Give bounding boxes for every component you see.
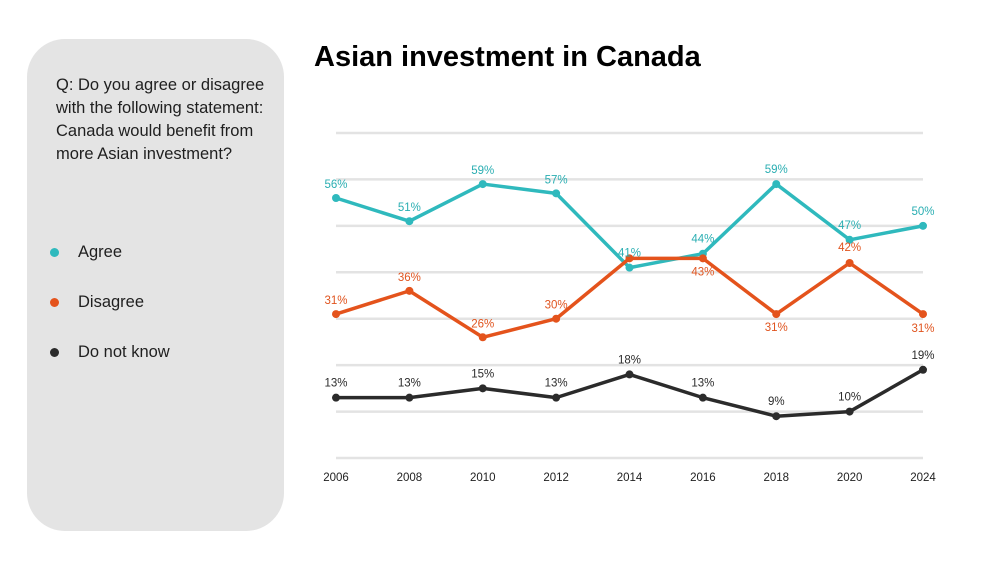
data-point bbox=[845, 259, 854, 267]
data-label: 9% bbox=[768, 396, 785, 408]
data-point bbox=[478, 384, 487, 393]
data-label: 31% bbox=[324, 295, 347, 307]
data-point bbox=[919, 221, 927, 230]
x-tick-label: 2024 bbox=[910, 472, 936, 484]
chart-title: Asian investment in Canada bbox=[314, 41, 701, 73]
data-label: 19% bbox=[911, 350, 934, 362]
data-point bbox=[478, 333, 487, 342]
data-point bbox=[772, 310, 781, 319]
data-label: 10% bbox=[838, 392, 861, 404]
data-label: 56% bbox=[324, 179, 347, 191]
data-point bbox=[625, 263, 634, 272]
data-label: 50% bbox=[911, 206, 934, 218]
x-tick-label: 2012 bbox=[543, 472, 569, 484]
data-point bbox=[332, 310, 340, 319]
data-point bbox=[405, 286, 414, 295]
data-point bbox=[332, 393, 340, 402]
data-label: 31% bbox=[911, 323, 934, 335]
data-label: 13% bbox=[691, 378, 714, 390]
question-panel bbox=[27, 39, 284, 531]
data-label: 13% bbox=[398, 378, 421, 390]
legend-item-disagree: Disagree bbox=[48, 290, 170, 314]
data-point bbox=[552, 314, 561, 323]
data-point bbox=[698, 254, 707, 263]
data-point bbox=[405, 217, 414, 226]
data-label: 18% bbox=[618, 354, 641, 366]
data-point bbox=[845, 407, 854, 416]
legend-dot-agree-icon bbox=[50, 247, 59, 257]
data-label: 13% bbox=[545, 378, 568, 390]
data-point bbox=[552, 189, 561, 198]
data-point bbox=[772, 412, 781, 421]
data-label: 51% bbox=[398, 202, 421, 214]
data-label: 44% bbox=[691, 234, 714, 246]
legend-item-do-not-know: Do not know bbox=[48, 340, 170, 364]
legend-dot-do-not-know-icon bbox=[50, 347, 59, 357]
data-point bbox=[552, 393, 561, 402]
data-label: 30% bbox=[545, 300, 568, 312]
legend-item-agree: Agree bbox=[48, 240, 170, 264]
data-label: 57% bbox=[545, 174, 568, 186]
data-point bbox=[405, 393, 414, 402]
question-text: Q: Do you agree or disagree with the fol… bbox=[56, 76, 265, 163]
data-label: 59% bbox=[471, 165, 494, 177]
data-label: 31% bbox=[765, 322, 788, 334]
data-label: 59% bbox=[765, 164, 788, 176]
data-point bbox=[919, 365, 927, 374]
x-tick-label: 2006 bbox=[323, 472, 349, 484]
data-point bbox=[332, 194, 340, 202]
data-label: 15% bbox=[471, 368, 494, 380]
data-point bbox=[625, 254, 634, 263]
legend-label-disagree: Disagree bbox=[78, 292, 145, 311]
x-tick-label: 2020 bbox=[837, 472, 863, 484]
legend-dot-disagree-icon bbox=[50, 297, 59, 307]
data-label: 26% bbox=[471, 318, 494, 330]
x-tick-label: 2014 bbox=[617, 472, 643, 484]
legend: Agree Disagree Do not know bbox=[48, 240, 170, 390]
legend-label-do-not-know: Do not know bbox=[78, 342, 170, 361]
data-label: 13% bbox=[324, 378, 347, 390]
x-tick-label: 2008 bbox=[397, 472, 423, 484]
x-tick-label: 2010 bbox=[470, 472, 496, 484]
data-point bbox=[772, 180, 781, 189]
data-point bbox=[698, 393, 707, 402]
data-label: 36% bbox=[398, 272, 421, 284]
data-point bbox=[845, 235, 854, 244]
data-label: 47% bbox=[838, 220, 861, 232]
data-point bbox=[919, 310, 927, 319]
x-tick-label: 2016 bbox=[690, 472, 716, 484]
data-label: 43% bbox=[691, 266, 714, 278]
legend-label-agree: Agree bbox=[78, 242, 123, 261]
data-label: 41% bbox=[618, 248, 641, 260]
x-tick-label: 2018 bbox=[763, 472, 789, 484]
data-label: 42% bbox=[838, 242, 861, 254]
data-point bbox=[625, 370, 634, 379]
data-point bbox=[478, 180, 487, 189]
